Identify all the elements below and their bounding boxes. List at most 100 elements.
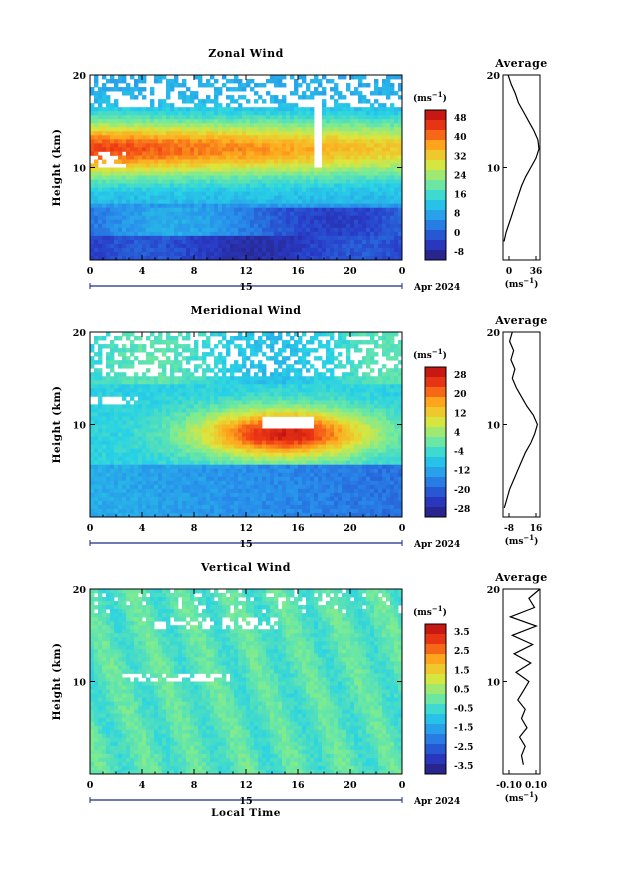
heatmap-cell: [238, 216, 242, 220]
heatmap-cell: [98, 200, 102, 204]
heatmap-cell: [194, 364, 198, 368]
heatmap-cell: [238, 163, 242, 167]
heatmap-cell: [110, 416, 114, 420]
heatmap-cell: [146, 131, 150, 135]
heatmap-cell: [254, 425, 258, 429]
heatmap-cell: [198, 79, 202, 83]
heatmap-cell: [210, 107, 214, 111]
heatmap-cell: [270, 188, 274, 192]
heatmap-cell: [298, 151, 302, 155]
heatmap-cell: [106, 420, 110, 424]
heatmap-cell: [378, 147, 382, 151]
heatmap-cell: [206, 159, 210, 163]
heatmap-cell: [210, 224, 214, 228]
heatmap-cell: [294, 244, 298, 248]
heatmap-cell: [226, 172, 230, 176]
heatmap-cell: [326, 404, 330, 408]
heatmap-cell: [374, 396, 378, 400]
heatmap-cell: [390, 212, 394, 216]
heatmap-cell: [222, 404, 226, 408]
heatmap-cell: [234, 159, 238, 163]
heatmap-cell: [102, 139, 106, 143]
heatmap-cell: [238, 392, 242, 396]
heatmap-cell: [202, 252, 206, 256]
heatmap-cell: [110, 437, 114, 441]
heatmap-cell: [330, 408, 334, 412]
heatmap-cell: [302, 131, 306, 135]
heatmap-cell: [270, 376, 274, 380]
heatmap-cell: [242, 224, 246, 228]
heatmap-cell: [138, 135, 142, 139]
heatmap-cell: [302, 184, 306, 188]
heatmap-cell: [194, 368, 198, 372]
heatmap-cell: [338, 420, 342, 424]
heatmap-cell: [310, 433, 314, 437]
heatmap-cell: [354, 344, 358, 348]
heatmap-cell: [278, 224, 282, 228]
heatmap-cell: [218, 396, 222, 400]
heatmap-cell: [158, 396, 162, 400]
heatmap-cell: [346, 433, 350, 437]
heatmap-cell: [358, 75, 362, 79]
heatmap-cell: [350, 224, 354, 228]
heatmap-cell: [134, 216, 138, 220]
heatmap-cell: [186, 95, 190, 99]
heatmap-cell: [186, 429, 190, 433]
heatmap-cell: [310, 224, 314, 228]
heatmap-cell: [378, 87, 382, 91]
heatmap-cell: [342, 416, 346, 420]
heatmap-cell: [322, 208, 326, 212]
heatmap-cell: [346, 135, 350, 139]
heatmap-cell: [370, 196, 374, 200]
heatmap-cell: [146, 188, 150, 192]
heatmap-cell: [202, 220, 206, 224]
heatmap-cell: [134, 384, 138, 388]
heatmap-cell: [334, 420, 338, 424]
heatmap-cell: [182, 224, 186, 228]
heatmap-cell: [154, 204, 158, 208]
heatmap-cell: [218, 176, 222, 180]
heatmap-cell: [298, 356, 302, 360]
heatmap-cell: [286, 236, 290, 240]
heatmap-cell: [250, 135, 254, 139]
heatmap-cell: [126, 135, 130, 139]
heatmap-cell: [254, 196, 258, 200]
heatmap-cell: [358, 429, 362, 433]
heatmap-cell: [110, 184, 114, 188]
heatmap-cell: [290, 200, 294, 204]
heatmap-cell: [114, 212, 118, 216]
heatmap-cell: [230, 176, 234, 180]
heatmap-cell: [162, 220, 166, 224]
heatmap-cell: [334, 188, 338, 192]
heatmap-cell: [218, 216, 222, 220]
heatmap-cell: [142, 163, 146, 167]
heatmap-cell: [234, 188, 238, 192]
heatmap-cell: [378, 392, 382, 396]
heatmap-cell: [234, 384, 238, 388]
heatmap-cell: [378, 180, 382, 184]
heatmap-cell: [210, 139, 214, 143]
heatmap-cell: [374, 420, 378, 424]
x-tick-label: 12: [239, 266, 252, 277]
heatmap-cell: [186, 400, 190, 404]
heatmap-cell: [270, 208, 274, 212]
heatmap-cell: [230, 163, 234, 167]
heatmap-cell: [114, 180, 118, 184]
heatmap-cell: [310, 216, 314, 220]
heatmap-cell: [190, 163, 194, 167]
heatmap-cell: [118, 111, 122, 115]
heatmap-cell: [322, 388, 326, 392]
heatmap-cell: [282, 147, 286, 151]
heatmap-cell: [130, 75, 134, 79]
heatmap-cell: [150, 380, 154, 384]
heatmap-cell: [346, 139, 350, 143]
heatmap-cell: [294, 188, 298, 192]
heatmap-cell: [326, 143, 330, 147]
heatmap-cell: [374, 232, 378, 236]
heatmap-cell: [338, 176, 342, 180]
heatmap-cell: [114, 87, 118, 91]
heatmap-cell: [354, 200, 358, 204]
heatmap-cell: [278, 135, 282, 139]
heatmap-cell: [194, 172, 198, 176]
heatmap-cell: [218, 147, 222, 151]
